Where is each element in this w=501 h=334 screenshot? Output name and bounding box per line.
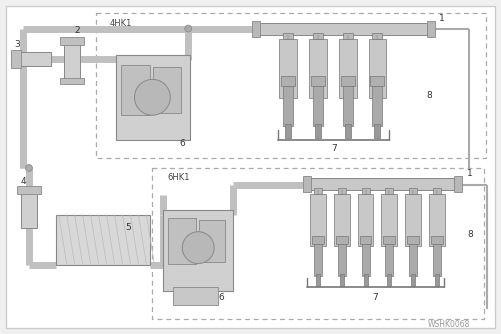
Bar	[433, 244, 441, 276]
Bar	[56, 215, 150, 265]
Bar	[454, 176, 462, 192]
Bar	[279, 38, 297, 98]
Bar	[433, 188, 441, 194]
Bar	[315, 124, 321, 138]
Text: 8: 8	[426, 91, 432, 100]
Bar	[362, 188, 370, 194]
Bar	[339, 38, 357, 98]
Circle shape	[185, 25, 192, 32]
Bar	[409, 244, 417, 276]
Bar	[285, 124, 291, 138]
Bar	[60, 78, 84, 85]
Bar	[152, 168, 484, 319]
Bar	[311, 76, 325, 86]
Bar	[343, 32, 353, 38]
Bar	[121, 65, 150, 115]
Bar	[387, 274, 391, 286]
Bar	[316, 274, 320, 286]
Text: 7: 7	[373, 293, 378, 302]
Bar	[405, 194, 421, 246]
Bar	[17, 186, 41, 194]
Bar	[313, 32, 323, 38]
Bar	[310, 194, 326, 246]
Bar	[360, 236, 372, 244]
Bar	[283, 32, 293, 38]
Text: 5: 5	[126, 223, 131, 232]
Text: 4HK1: 4HK1	[109, 19, 132, 28]
Bar	[303, 176, 311, 192]
Bar	[372, 32, 382, 38]
Bar	[431, 236, 443, 244]
Bar	[381, 194, 397, 246]
Text: 6: 6	[179, 139, 185, 148]
Bar	[313, 86, 323, 126]
Bar	[362, 244, 370, 276]
Bar	[153, 67, 181, 113]
Bar	[340, 274, 344, 286]
Bar	[334, 194, 350, 246]
Bar	[358, 194, 373, 246]
Bar	[341, 76, 355, 86]
Bar	[168, 218, 196, 264]
Bar	[429, 194, 445, 246]
Text: 7: 7	[331, 144, 337, 153]
Bar	[435, 274, 439, 286]
Bar	[338, 244, 346, 276]
Text: 1: 1	[439, 14, 445, 23]
Text: 3: 3	[14, 40, 20, 49]
Circle shape	[182, 232, 214, 264]
Bar	[199, 220, 225, 262]
Text: WSHK0068: WSHK0068	[428, 320, 470, 329]
Bar	[338, 188, 346, 194]
Bar	[163, 210, 233, 292]
Text: 6HK1: 6HK1	[167, 173, 189, 182]
Text: 2: 2	[74, 26, 80, 35]
Bar	[369, 38, 386, 98]
Bar	[411, 274, 415, 286]
Text: 6: 6	[218, 293, 224, 302]
Bar	[312, 236, 324, 244]
Bar	[385, 188, 393, 194]
Bar	[374, 124, 380, 138]
Bar	[385, 244, 393, 276]
Bar	[383, 236, 395, 244]
Bar	[21, 188, 37, 228]
Bar	[252, 21, 260, 36]
Text: 8: 8	[467, 230, 473, 239]
Bar	[364, 274, 368, 286]
Text: 4: 4	[20, 177, 26, 186]
Bar	[371, 76, 384, 86]
Bar	[427, 21, 435, 36]
Bar	[60, 36, 84, 44]
Bar	[314, 244, 322, 276]
Bar	[116, 55, 190, 140]
Bar	[173, 288, 218, 305]
Bar	[336, 236, 348, 244]
Bar	[407, 236, 419, 244]
Bar	[281, 76, 295, 86]
Bar	[258, 23, 427, 34]
Bar	[343, 86, 353, 126]
Bar	[345, 124, 351, 138]
Circle shape	[26, 165, 33, 171]
Bar	[15, 52, 51, 66]
Bar	[409, 188, 417, 194]
Bar	[310, 178, 454, 190]
Bar	[372, 86, 382, 126]
Bar	[309, 38, 327, 98]
Bar	[64, 38, 80, 80]
Bar	[96, 13, 486, 158]
Circle shape	[134, 79, 170, 115]
Bar	[314, 188, 322, 194]
Bar	[11, 50, 21, 68]
Text: 1: 1	[467, 169, 473, 178]
Bar	[283, 86, 293, 126]
